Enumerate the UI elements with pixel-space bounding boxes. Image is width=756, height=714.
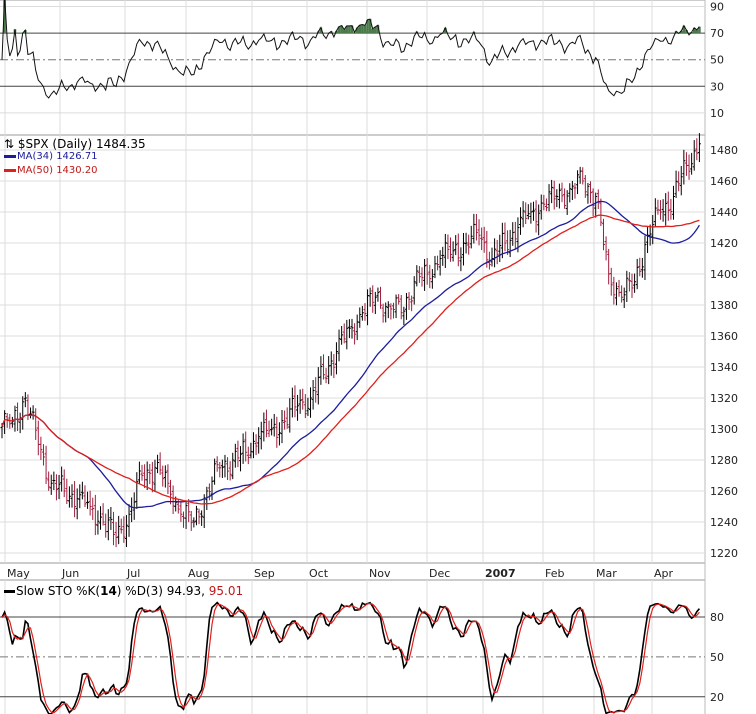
price-tick-label: 1440 <box>710 206 738 219</box>
month-tick-label: Jul <box>126 567 140 580</box>
rsi-tick-label: 10 <box>710 107 724 120</box>
price-tick-label: 1280 <box>710 454 738 467</box>
month-tick-label: May <box>7 567 30 580</box>
price-tick-label: 1360 <box>710 330 738 343</box>
month-tick-label: Apr <box>654 567 674 580</box>
month-tick-label: Sep <box>254 567 275 580</box>
rsi-overbought-fill <box>355 27 359 34</box>
ma50-legend: MA(50) 1430.20 <box>4 165 98 176</box>
rsi-overbought-fill <box>358 25 362 34</box>
price-tick-label: 1240 <box>710 516 738 529</box>
stoch-k-period: 14 <box>100 584 117 598</box>
rsi-overbought-fill <box>682 25 686 34</box>
ma-line-34 <box>1 200 700 509</box>
rsi-line <box>1 0 700 99</box>
price-tick-label: 1220 <box>710 547 738 560</box>
price-legend: ⇅ $SPX (Daily) 1484.35 <box>4 137 146 151</box>
updown-arrows-icon: ⇅ <box>4 137 15 151</box>
rsi-overbought-fill <box>348 25 351 34</box>
rsi-overbought-fill <box>698 26 701 34</box>
price-tick-label: 1320 <box>710 392 738 405</box>
rsi-overbought-fill <box>376 25 380 34</box>
rsi-overbought-fill <box>340 25 343 34</box>
rsi-overbought-fill <box>366 19 369 34</box>
stoch-label-prefix: Slow STO %K( <box>16 584 101 598</box>
stoch-swatch <box>4 590 15 593</box>
symbol-label: $SPX (Daily) <box>17 137 93 151</box>
stoch-legend: Slow STO %K(14) %D(3) 94.93, 95.01 <box>4 584 243 598</box>
ma-line-50 <box>1 214 700 505</box>
month-tick-label: Nov <box>369 567 391 580</box>
stoch-label-mid: ) %D(3) <box>116 584 167 598</box>
rsi-overbought-fill <box>363 25 367 34</box>
price-tick-label: 1420 <box>710 237 738 250</box>
ma34-name: MA(34) <box>17 151 53 162</box>
month-tick-label: Aug <box>188 567 209 580</box>
rsi-overbought-fill <box>374 26 377 34</box>
price-tick-label: 1460 <box>710 175 738 188</box>
rsi-overbought-fill <box>345 25 349 34</box>
ma34-value: 1426.71 <box>56 151 98 162</box>
month-tick-label: Oct <box>309 567 329 580</box>
stoch-tick-label: 80 <box>710 611 724 624</box>
ma50-swatch <box>4 168 16 172</box>
rsi-overbought-fill <box>692 27 696 34</box>
month-tick-label: 2007 <box>485 567 516 580</box>
rsi-overbought-fill <box>319 27 323 34</box>
month-tick-label: Dec <box>429 567 450 580</box>
rsi-tick-label: 70 <box>710 27 724 40</box>
month-tick-label: Mar <box>596 567 617 580</box>
rsi-overbought-fill <box>444 27 447 34</box>
rsi-overbought-fill <box>368 19 372 34</box>
stoch-tick-label: 20 <box>710 691 724 704</box>
rsi-tick-label: 30 <box>710 80 724 93</box>
rsi-overbought-fill <box>371 28 375 34</box>
ma50-name: MA(50) <box>17 165 53 176</box>
price-tick-label: 1480 <box>710 144 738 157</box>
price-tick-label: 1260 <box>710 485 738 498</box>
rsi-overbought-fill <box>679 30 683 34</box>
price-tick-label: 1380 <box>710 299 738 312</box>
month-tick-label: Jun <box>61 567 79 580</box>
ma34-legend: MA(34) 1426.71 <box>4 151 98 162</box>
rsi-overbought-fill <box>337 26 341 34</box>
price-tick-label: 1340 <box>710 361 738 374</box>
rsi-overbought-fill <box>342 29 346 34</box>
price-tick-label: 1300 <box>710 423 738 436</box>
rsi-overbought-fill <box>350 25 354 34</box>
rsi-tick-label: 90 <box>710 1 724 14</box>
stoch-d-line <box>1 602 700 714</box>
ma50-value: 1430.20 <box>56 165 98 176</box>
stoch-tick-label: 50 <box>710 651 724 664</box>
rsi-overbought-fill <box>3 0 6 34</box>
stoch-k-value: 94.93, <box>166 584 205 598</box>
stoch-k-line <box>1 601 701 714</box>
month-tick-label: Feb <box>545 567 564 580</box>
rsi-overbought-fill <box>695 29 699 34</box>
price-tick-label: 1400 <box>710 268 738 281</box>
ma34-swatch <box>4 154 16 158</box>
rsi-overbought-fill <box>685 29 688 34</box>
stoch-d-value: 95.01 <box>208 584 244 598</box>
last-value: 1484.35 <box>95 137 146 151</box>
rsi-tick-label: 50 <box>710 54 724 67</box>
rsi-overbought-fill <box>361 24 364 34</box>
